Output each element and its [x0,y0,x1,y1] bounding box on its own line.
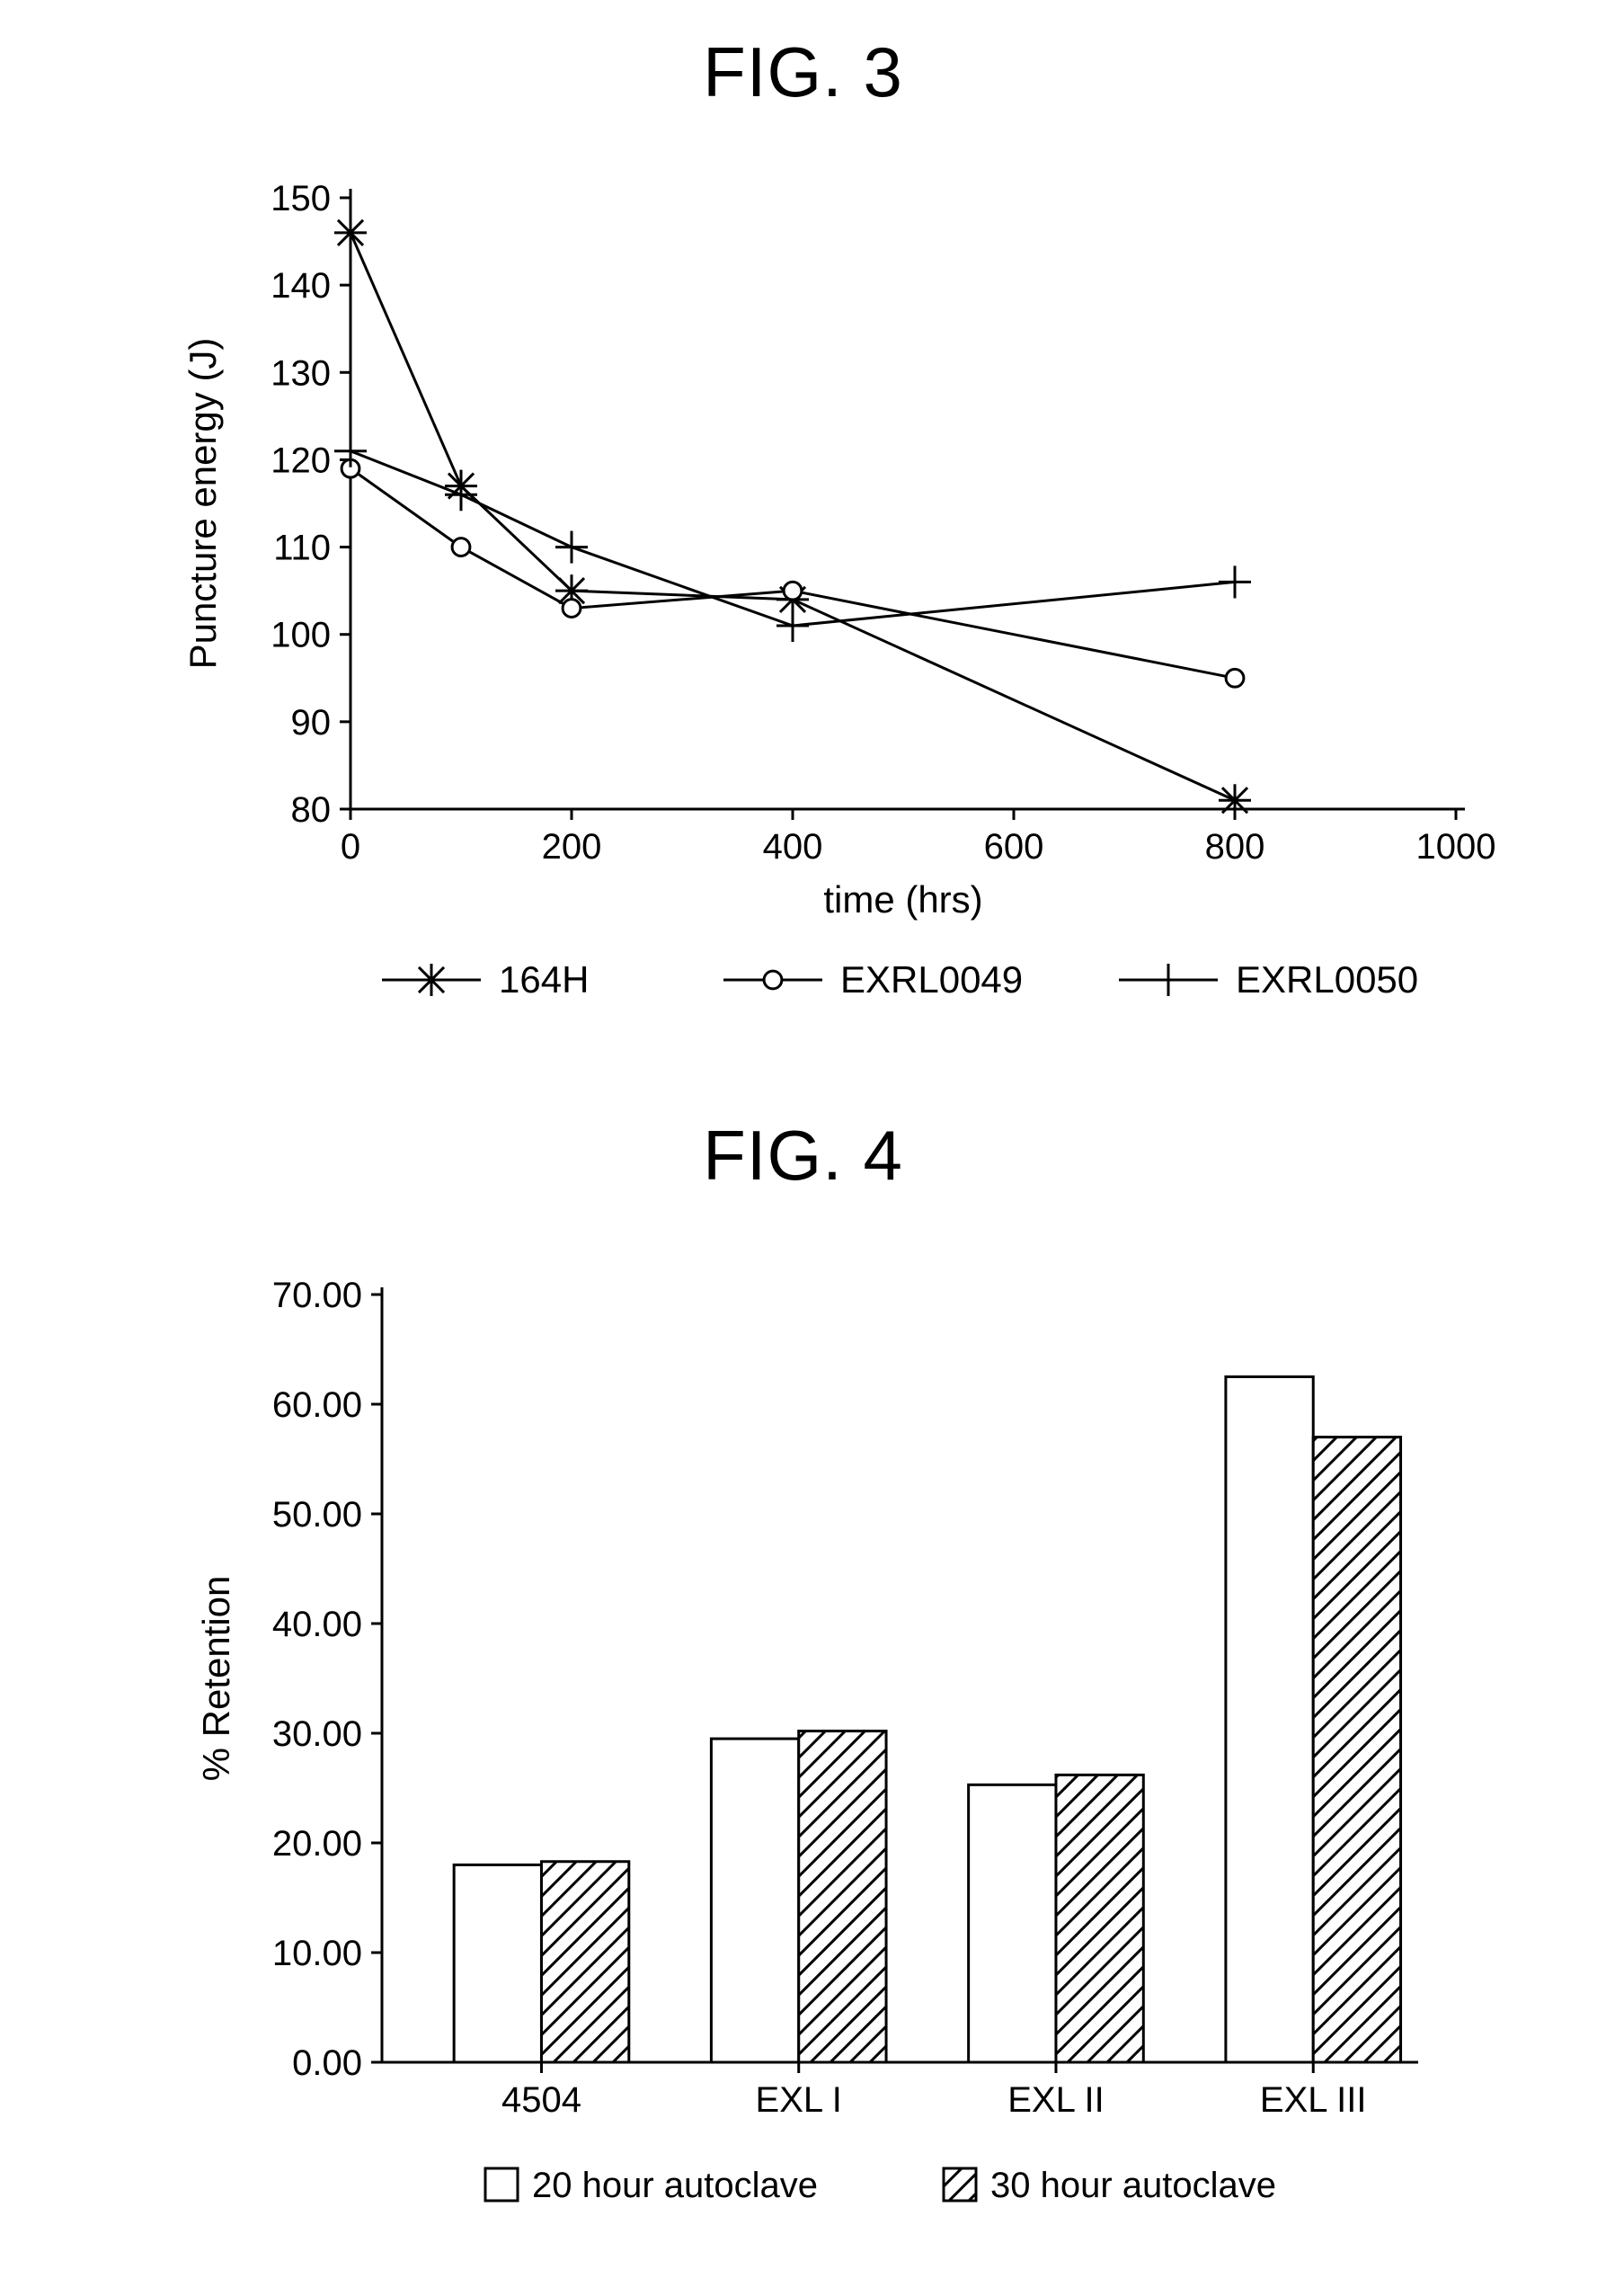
svg-text:100: 100 [271,616,331,655]
svg-text:EXL III: EXL III [1260,2080,1367,2120]
svg-text:1000: 1000 [1416,827,1496,867]
svg-text:120: 120 [271,441,331,480]
svg-text:time (hrs): time (hrs) [823,878,982,921]
fig4-chart: 0.00 10.00 20.00 30.00 40.00 50.00 60.00 70.00%… [162,1268,1456,2274]
svg-text:4504: 4504 [501,2080,581,2120]
svg-text:40.00: 40.00 [272,1605,362,1644]
svg-text:164H: 164H [499,958,589,1001]
svg-text:50.00: 50.00 [272,1495,362,1535]
svg-text:30.00: 30.00 [272,1714,362,1754]
svg-text:EXL I: EXL I [756,2080,842,2120]
svg-text:60.00: 60.00 [272,1385,362,1425]
svg-text:130: 130 [271,353,331,393]
svg-text:150: 150 [271,179,331,218]
svg-text:600: 600 [984,827,1044,867]
svg-text:% Retention: % Retention [195,1576,237,1782]
svg-text:20 hour autoclave: 20 hour autoclave [532,2166,818,2205]
svg-text:EXL II: EXL II [1007,2080,1104,2120]
svg-text:800: 800 [1205,827,1265,867]
page: FIG. 3 809010011012013014015002004006008… [0,0,1606,2296]
fig4-title: FIG. 4 [0,1115,1606,1197]
svg-text:200: 200 [542,827,602,867]
svg-text:110: 110 [273,529,331,568]
svg-text:80: 80 [291,790,332,830]
svg-text:20.00: 20.00 [272,1824,362,1864]
svg-text:30 hour autoclave: 30 hour autoclave [990,2166,1276,2205]
svg-text:10.00: 10.00 [272,1934,362,1973]
svg-text:90: 90 [291,703,332,743]
fig3-chart: 80 90 100 110 120 130 140 150 0 200 400 600 800 1000 t… [99,171,1519,1079]
svg-text:0: 0 [341,827,360,867]
svg-text:70.00: 70.00 [272,1276,362,1315]
svg-text:140: 140 [271,266,331,306]
svg-text:Puncture energy (J): Puncture energy (J) [182,338,224,670]
svg-text:EXRL0050: EXRL0050 [1236,958,1418,1001]
svg-text:0.00: 0.00 [292,2043,362,2083]
svg-text:EXRL0049: EXRL0049 [840,958,1023,1001]
fig3-title: FIG. 3 [0,31,1606,113]
svg-text:400: 400 [763,827,823,867]
